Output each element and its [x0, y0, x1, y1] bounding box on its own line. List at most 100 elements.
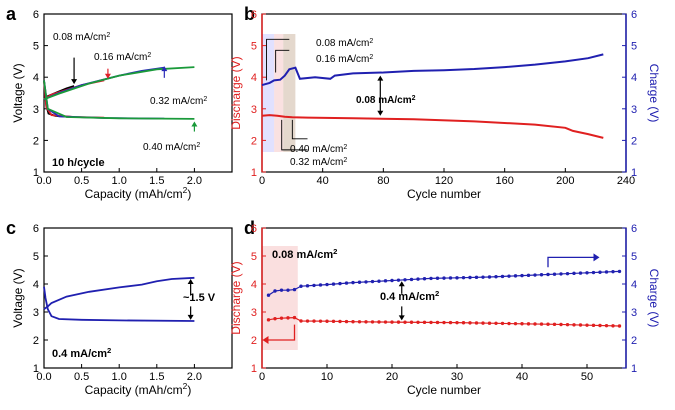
rate-arrow-head: [377, 110, 384, 116]
y-tick-label: 6: [33, 223, 39, 235]
discharge-point: [396, 320, 401, 324]
y-tick-label: 6: [33, 9, 39, 21]
discharge-point: [273, 317, 277, 321]
series-label: 0.32 mA/cm2: [150, 96, 207, 108]
y-axis-label: Discharge (V): [229, 261, 243, 334]
panel-letter: c: [6, 218, 16, 238]
y-tick-label: 2: [33, 335, 39, 347]
discharge-point: [331, 319, 336, 324]
charge-point: [585, 271, 589, 275]
plot-frame: [43, 227, 233, 369]
discharge-point: [494, 321, 498, 326]
charge-point: [539, 273, 544, 277]
x-tick-label: 50: [581, 371, 593, 383]
discharge-point: [416, 320, 420, 325]
label-leader: [291, 119, 308, 140]
rate-band: [262, 246, 298, 350]
y2-tick-label: 6: [631, 9, 637, 21]
x-tick-label: 1.0: [112, 175, 127, 187]
rate-band: [262, 34, 275, 152]
y2-tick-label: 3: [631, 307, 637, 319]
label-leader: [275, 49, 290, 73]
discharge-point: [312, 319, 316, 323]
charge-point: [611, 269, 615, 274]
charge-point: [507, 274, 511, 278]
gap-arrow-head: [187, 314, 194, 320]
charge-point: [481, 275, 485, 279]
charge-point: [396, 278, 401, 282]
discharge-point: [500, 321, 505, 326]
charge-point: [513, 274, 518, 278]
discharge-point: [409, 320, 414, 324]
discharge-point: [559, 322, 563, 327]
rate-arrow-head: [398, 281, 405, 287]
charge-curve-2: [43, 66, 165, 101]
charge-point: [299, 284, 303, 288]
charge-point: [390, 278, 394, 283]
panel-letter: d: [244, 218, 255, 238]
rate-label: 0.08 mA/cm2: [272, 247, 337, 262]
y-tick-label: 1: [251, 167, 257, 179]
x-axis-label: Capacity (mAh/cm2): [85, 381, 192, 397]
charge-point: [598, 270, 602, 274]
charge-point: [312, 283, 316, 288]
series-label: 0.08 mA/cm2: [53, 32, 110, 44]
y-axis-label: Discharge (V): [229, 56, 243, 129]
discharge-point: [546, 322, 550, 326]
x-tick-label: 80: [377, 175, 389, 187]
charge-point: [526, 273, 531, 278]
charge-point: [448, 276, 453, 280]
discharge-point: [455, 320, 459, 325]
plot-frame: [43, 13, 233, 173]
charge-point: [383, 279, 388, 283]
y-tick-label: 4: [251, 279, 257, 291]
discharge-point: [279, 316, 284, 320]
x-tick-label: 2.0: [187, 175, 202, 187]
discharge-series: [268, 316, 620, 327]
discharge-point: [487, 321, 492, 325]
discharge-point: [292, 315, 297, 320]
discharge-point: [481, 321, 485, 325]
discharge-point: [617, 324, 622, 328]
charge-point: [409, 277, 414, 282]
rate-band: [274, 34, 284, 152]
discharge-point: [604, 323, 609, 328]
discharge-point: [448, 320, 453, 325]
discharge-point: [370, 320, 375, 324]
series-arrow-head: [161, 66, 168, 72]
charge-point: [617, 269, 622, 274]
y-tick-label: 3: [33, 307, 39, 319]
charge-point: [546, 272, 550, 277]
discharge-point: [442, 320, 446, 325]
label-leader: [266, 38, 290, 81]
discharge-point: [364, 320, 368, 324]
discharge-point: [578, 323, 583, 327]
x-tick-label: 1.5: [149, 175, 164, 187]
x-tick-label: 160: [495, 175, 513, 187]
cycle-annotation: 10 h/cycle: [52, 157, 105, 169]
y-tick-label: 6: [251, 9, 257, 21]
discharge-point: [474, 321, 479, 325]
x-tick-label: 120: [435, 175, 453, 187]
discharge-point: [422, 320, 427, 325]
y-tick-label: 2: [251, 135, 257, 147]
charge-point: [565, 271, 570, 276]
charge-point: [273, 289, 277, 293]
series-label: 0.16 mA/cm2: [94, 52, 151, 64]
charge-point: [377, 279, 381, 283]
discharge-point: [351, 319, 355, 324]
label-leader: [281, 119, 308, 151]
x-tick-label: 240: [617, 175, 635, 187]
x-tick-label: 1.0: [112, 371, 127, 383]
rate-arrow-head: [377, 75, 384, 81]
y-tick-label: 5: [33, 251, 39, 263]
discharge-point: [357, 320, 362, 324]
y-tick-label: 1: [33, 167, 39, 179]
rate-band: [283, 34, 296, 152]
y-tick-label: 4: [33, 279, 39, 291]
series-label: 0.40 mA/cm2: [143, 142, 200, 154]
y2-tick-label: 6: [631, 223, 637, 235]
x-axis-label: Cycle number: [407, 187, 481, 201]
y-tick-label: 4: [33, 72, 39, 84]
